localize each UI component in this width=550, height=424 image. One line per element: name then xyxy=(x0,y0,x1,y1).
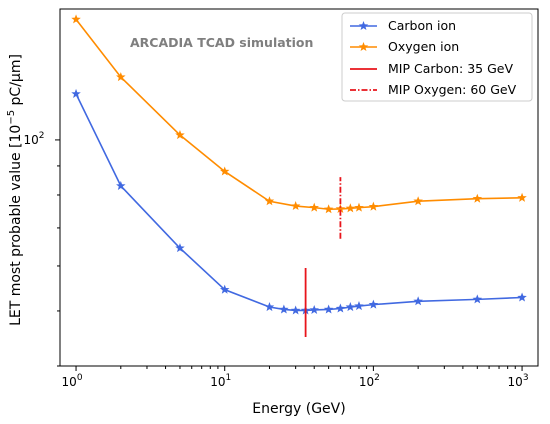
legend-item-oxygen: Oxygen ion xyxy=(350,39,459,54)
x-tick-label: 103 xyxy=(508,373,529,389)
series-1-point xyxy=(345,203,356,213)
series-1-point xyxy=(264,196,275,206)
x-tick-label: 102 xyxy=(359,373,380,389)
chart-annotation: ARCADIA TCAD simulation xyxy=(130,35,313,50)
legend-item-mip-carbon: MIP Carbon: 35 GeV xyxy=(350,61,513,76)
y-axis-label-exponent: −5 xyxy=(6,110,17,125)
x-axis-label: Energy (GeV) xyxy=(252,401,345,417)
legend-box xyxy=(341,12,533,102)
series-0-point xyxy=(323,304,334,314)
legend-label-mip-oxygen: MIP Oxygen: 60 GeV xyxy=(388,82,517,97)
series-1-point xyxy=(290,201,301,211)
x-tick-label: 100 xyxy=(62,373,83,389)
series-1-point xyxy=(413,196,423,206)
legend: Carbon ion Oxygen ion MIP Carbon: 35 GeV… xyxy=(341,12,533,102)
series-0-point xyxy=(517,292,527,302)
series-0-point xyxy=(472,294,483,304)
series-1-point xyxy=(116,72,126,82)
y-axis-label-unit: pC/μm] xyxy=(8,54,24,110)
series-0-point xyxy=(335,303,346,313)
series-1-point xyxy=(335,203,346,213)
series-0-point xyxy=(116,180,126,190)
series-1-point xyxy=(472,193,483,203)
series-1-point xyxy=(323,204,334,214)
series-0-point xyxy=(219,284,230,294)
y-axis-label-main: LET most probable value [10 xyxy=(8,125,24,326)
series-line-0 xyxy=(75,93,523,312)
series-0-point xyxy=(279,304,289,314)
series-layer xyxy=(71,14,527,337)
legend-label-oxygen: Oxygen ion xyxy=(388,39,459,54)
y-axis-label: LET most probable value [10−5 pC/μm] xyxy=(6,54,24,326)
legend-star-oxygen xyxy=(358,42,369,52)
series-1-point xyxy=(517,192,527,202)
y-tick-label: 102 xyxy=(23,131,44,147)
series-0-point xyxy=(368,299,379,309)
series-1-point xyxy=(175,130,185,140)
series-0-point xyxy=(264,302,275,312)
series-0-point xyxy=(71,88,81,98)
series-1-point xyxy=(368,201,379,211)
legend-label-carbon: Carbon ion xyxy=(388,18,456,33)
tick-layer: 100 101 102 103 102 xyxy=(23,131,528,389)
series-0-point xyxy=(354,301,364,311)
plot-frame xyxy=(59,8,539,367)
series-1-point xyxy=(71,14,81,24)
series-0-point xyxy=(290,305,301,315)
series-1-point xyxy=(309,202,319,212)
legend-label-mip-carbon: MIP Carbon: 35 GeV xyxy=(388,61,513,76)
legend-item-carbon: Carbon ion xyxy=(350,18,456,33)
legend-item-mip-oxygen: MIP Oxygen: 60 GeV xyxy=(350,82,517,97)
series-0-point xyxy=(413,296,423,306)
series-1-point xyxy=(219,166,230,176)
series-1-point xyxy=(354,202,364,212)
legend-star-carbon xyxy=(358,21,369,31)
x-tick-label: 101 xyxy=(210,373,231,389)
series-0-point xyxy=(345,302,356,312)
series-0-point xyxy=(309,304,319,314)
series-0-point xyxy=(175,243,185,253)
